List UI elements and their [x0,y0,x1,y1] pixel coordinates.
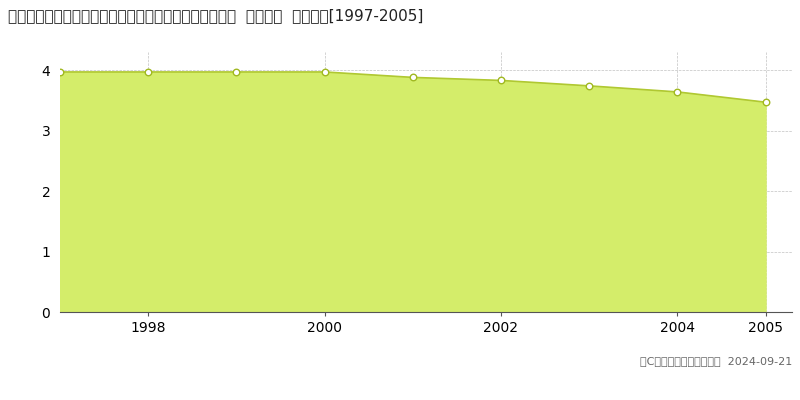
Text: 山形県最上郡最上町大字志茂字森ノ越２５３番８外１筆  基準地価  地価推移[1997-2005]: 山形県最上郡最上町大字志茂字森ノ越２５３番８外１筆 基準地価 地価推移[1997… [8,8,423,23]
Point [318,69,331,75]
Point [142,69,154,75]
Text: （C）土地価格ドットコム  2024-09-21: （C）土地価格ドットコム 2024-09-21 [640,356,792,366]
Point [582,83,595,89]
Point [230,69,242,75]
Point [406,74,419,80]
Point [494,77,507,84]
Point [54,69,66,75]
Point [759,99,772,105]
Point [671,89,684,95]
